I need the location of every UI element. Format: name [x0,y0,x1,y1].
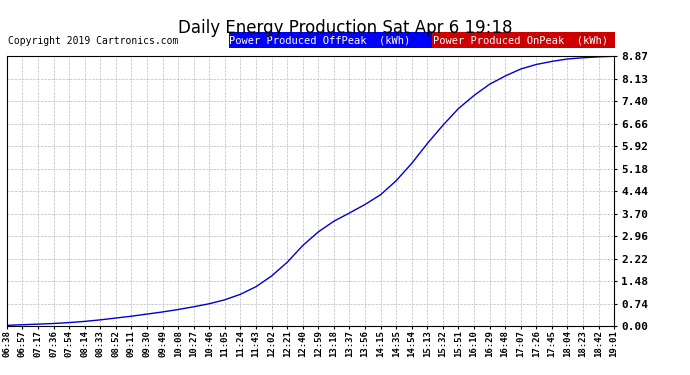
Bar [432,33,615,48]
Text: Power Produced OffPeak  (kWh): Power Produced OffPeak (kWh) [229,35,411,45]
Text: Copyright 2019 Cartronics.com: Copyright 2019 Cartronics.com [8,36,178,46]
Text: Daily Energy Production Sat Apr 6 19:18: Daily Energy Production Sat Apr 6 19:18 [178,19,512,37]
Text: Power Produced OnPeak  (kWh): Power Produced OnPeak (kWh) [433,35,608,45]
Bar [228,33,432,48]
